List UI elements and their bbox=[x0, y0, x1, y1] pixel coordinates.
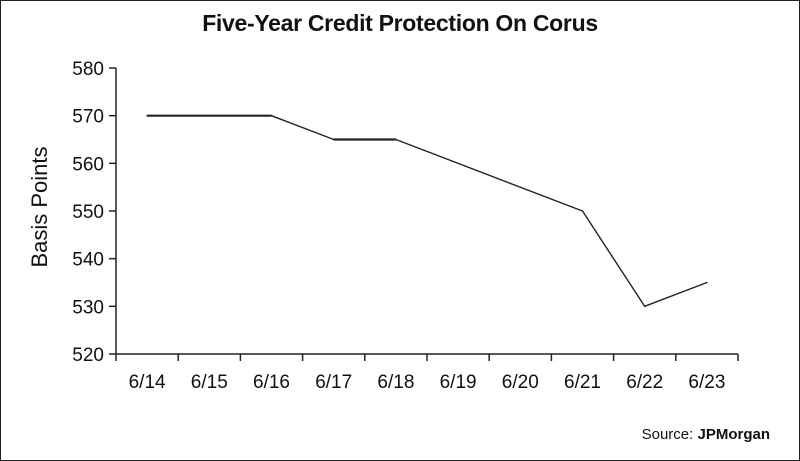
x-tick-labels: 6/14 6/15 6/16 6/17 6/18 6/19 6/20 6/21 6/22 6/23 bbox=[129, 372, 726, 393]
source-prefix: Source: bbox=[641, 426, 698, 443]
source-note: Source: JPMorgan bbox=[642, 426, 770, 443]
source-name: JPMorgan bbox=[697, 426, 770, 443]
x-tick-label: 6/17 bbox=[315, 372, 352, 393]
x-tick-label: 6/14 bbox=[129, 372, 166, 393]
x-tick-label: 6/20 bbox=[502, 372, 539, 393]
x-tick-label: 6/19 bbox=[440, 372, 477, 393]
y-tick-label: 520 bbox=[72, 345, 104, 366]
x-tick-label: 6/15 bbox=[191, 372, 228, 393]
series bbox=[146, 114, 708, 308]
x-tick-label: 6/18 bbox=[377, 372, 414, 393]
series-line bbox=[147, 114, 708, 308]
data-point bbox=[643, 305, 646, 308]
y-tick-label: 540 bbox=[72, 250, 104, 271]
y-tick-label: 580 bbox=[72, 59, 104, 80]
axes bbox=[109, 67, 739, 361]
y-tick-label: 560 bbox=[72, 154, 104, 175]
x-tick-label: 6/22 bbox=[626, 372, 663, 393]
x-tick-label: 6/21 bbox=[564, 372, 601, 393]
y-tick-label: 570 bbox=[72, 107, 104, 128]
x-tick-label: 6/16 bbox=[253, 372, 290, 393]
x-tick-label: 6/23 bbox=[688, 372, 725, 393]
data-point bbox=[706, 281, 708, 284]
y-tick-label: 530 bbox=[72, 297, 104, 318]
y-tick-labels: 520 530 540 550 560 570 580 bbox=[72, 59, 104, 366]
chart-title: Five-Year Credit Protection On Corus bbox=[202, 10, 598, 36]
y-tick-label: 550 bbox=[72, 202, 104, 223]
data-point bbox=[581, 210, 584, 212]
